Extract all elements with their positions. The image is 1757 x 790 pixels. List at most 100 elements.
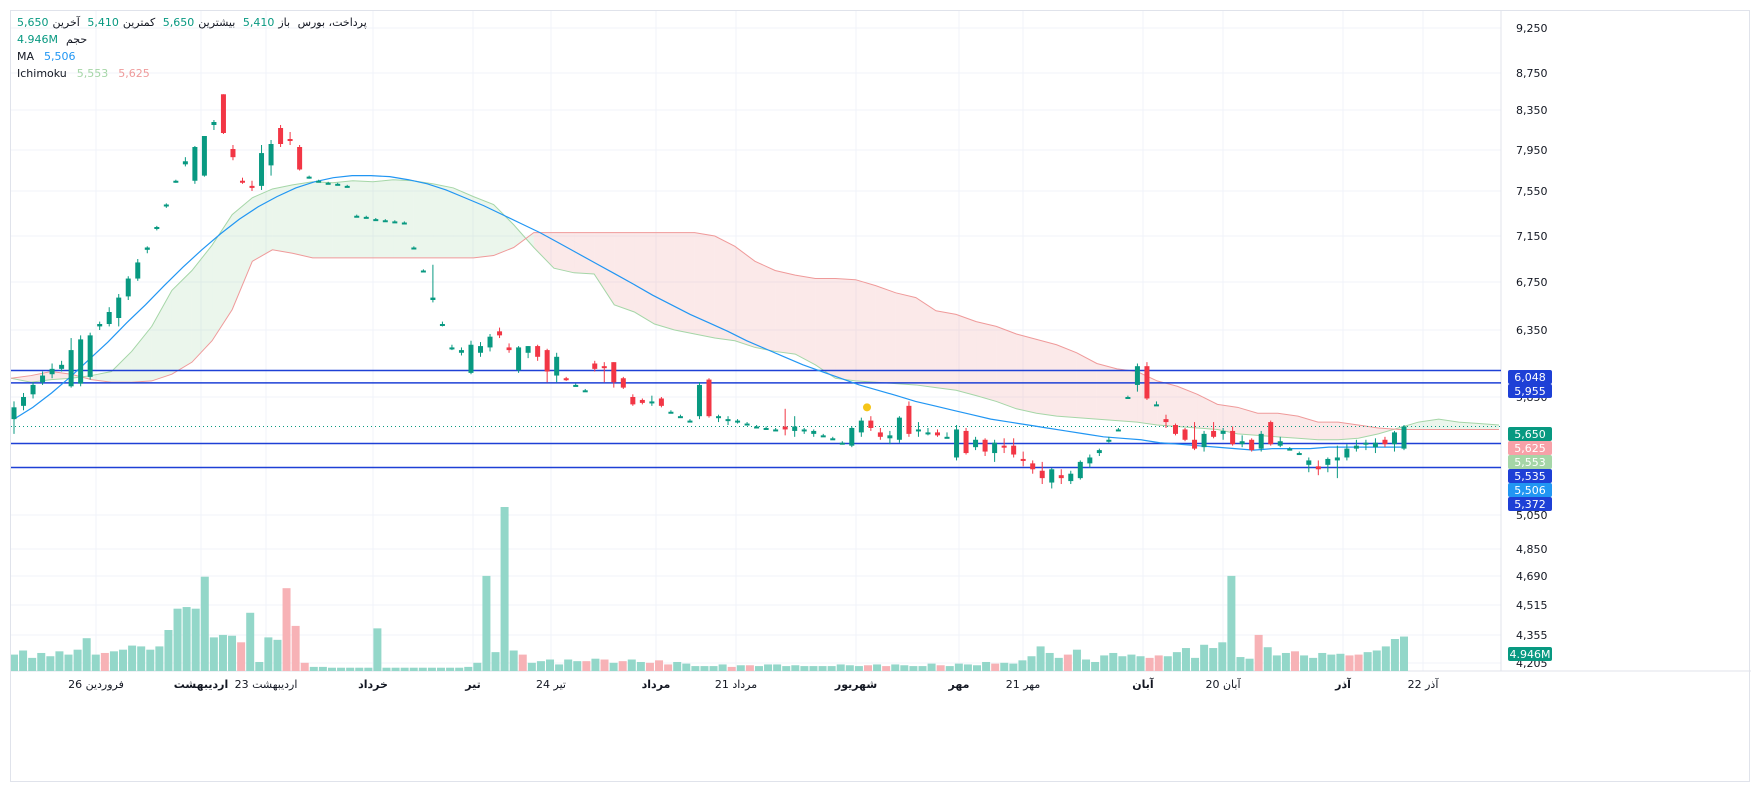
time-tick-label: 20 آبان: [1205, 677, 1241, 691]
candle-body: [1372, 442, 1378, 448]
volume-bar: [218, 634, 227, 671]
badge-background: [1508, 469, 1552, 483]
volume-bar: [991, 663, 1000, 671]
candle-body: [611, 362, 617, 383]
candle-body: [1068, 473, 1074, 482]
candle: [239, 177, 245, 184]
badge-label: 5,650: [1514, 428, 1546, 441]
cloud-segment: [453, 187, 474, 258]
candle: [630, 394, 636, 406]
candle: [125, 276, 131, 300]
candle-body: [78, 339, 84, 384]
volume-bar: [809, 666, 818, 671]
candle: [1325, 457, 1331, 473]
candle-body: [1296, 453, 1302, 456]
volume-bar: [337, 667, 346, 671]
candle-body: [677, 416, 683, 419]
volume-bars: [11, 507, 1408, 671]
cloud-segment: [714, 236, 735, 341]
volume-bar: [900, 665, 909, 671]
candle: [1096, 448, 1102, 456]
cloud-segment: [976, 321, 997, 402]
volume-bar: [791, 665, 800, 671]
candle-body: [1144, 366, 1150, 399]
candle-body: [773, 429, 779, 432]
candle-body: [1087, 457, 1093, 464]
candle-body: [887, 435, 893, 439]
volume-bar: [882, 666, 891, 671]
candle: [649, 395, 655, 406]
candle: [1030, 460, 1036, 474]
ma-label: MA: [17, 50, 35, 63]
candle-body: [1401, 426, 1407, 449]
candle: [735, 419, 741, 424]
candle-body: [744, 423, 750, 426]
candle: [1011, 438, 1017, 458]
candle-body: [1058, 475, 1064, 479]
volume-bar: [591, 658, 600, 671]
ichimoku-legend[interactable]: Ichimoku 5,553 5,625: [17, 67, 154, 80]
price-tick-label: 6,750: [1516, 276, 1548, 289]
candle-body: [1001, 445, 1007, 448]
candle-body: [192, 147, 198, 181]
candle: [934, 429, 940, 437]
candle-body: [497, 331, 503, 336]
cloud-segment: [372, 179, 394, 258]
time-tick-label: 22 آذر: [1408, 677, 1440, 691]
volume-bar: [391, 667, 400, 671]
candle-body: [582, 390, 588, 393]
volume-bar: [64, 654, 73, 671]
candle-body: [1353, 445, 1359, 449]
candle-body: [382, 220, 388, 223]
candle: [1296, 451, 1302, 456]
candle-body: [1096, 450, 1102, 454]
candle: [849, 426, 855, 448]
price-chart[interactable]: 9,250 8,750 8,350 7,950 7,550 7,150 6,750 6,350…: [11, 11, 1751, 783]
ma-legend[interactable]: MA 5,506: [17, 50, 80, 63]
price-badge: 4.946M: [1508, 647, 1552, 661]
cloud-segment: [51, 371, 72, 380]
candle-body: [11, 407, 17, 420]
volume-legend[interactable]: حجم 4.946M: [17, 33, 91, 46]
volume-bar: [800, 666, 809, 671]
volume-bar: [1045, 652, 1054, 671]
candle-body: [1115, 429, 1121, 432]
time-tick-label: تیر: [464, 678, 480, 691]
candle: [1372, 438, 1378, 454]
cloud-segment: [493, 204, 514, 256]
volume-bar: [1018, 660, 1027, 671]
candle-body: [839, 442, 845, 445]
candle: [1287, 447, 1293, 451]
volume-bar: [1200, 644, 1209, 671]
volume-bar: [1318, 652, 1327, 671]
volume-bar: [373, 628, 382, 671]
volume-bar: [973, 665, 982, 671]
ichimoku-cloud: [11, 179, 1500, 441]
candle: [59, 360, 65, 372]
badge-label: 6,048: [1514, 371, 1546, 384]
candle-body: [668, 411, 674, 414]
volume-bar: [891, 664, 900, 671]
candle-body: [354, 215, 360, 218]
time-tick-label: 26 فروردین: [68, 678, 124, 691]
volume-bar: [1272, 655, 1281, 671]
volume-bar: [909, 666, 918, 671]
volume-bar: [1290, 651, 1299, 671]
candle-body: [411, 247, 417, 250]
candle-body: [1153, 404, 1159, 407]
volume-bar: [146, 649, 155, 671]
volume-bar: [573, 661, 582, 671]
candle: [535, 344, 541, 361]
volume-bar: [600, 659, 609, 671]
volume-bar: [709, 666, 718, 671]
volume-bar: [518, 654, 527, 671]
badge-background: [1508, 647, 1552, 661]
cloud-segment: [1157, 380, 1178, 427]
volume-bar: [364, 667, 373, 671]
candle: [1268, 420, 1274, 446]
volume-bar: [1100, 655, 1109, 671]
price-axis[interactable]: 9,250 8,750 8,350 7,950 7,550 7,150 6,750 6,350…: [1516, 22, 1548, 670]
time-axis[interactable]: 26 فروردین اردیبهشت 23 اردیبهشت خرداد تیر 24 …: [68, 677, 1439, 691]
candle: [30, 382, 36, 399]
candle-body: [325, 182, 331, 185]
